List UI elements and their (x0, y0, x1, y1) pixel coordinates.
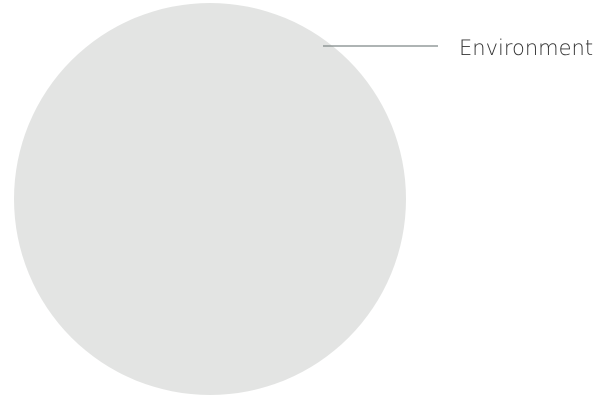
environment-label: Environment (459, 36, 593, 60)
environment-circle (14, 3, 406, 395)
